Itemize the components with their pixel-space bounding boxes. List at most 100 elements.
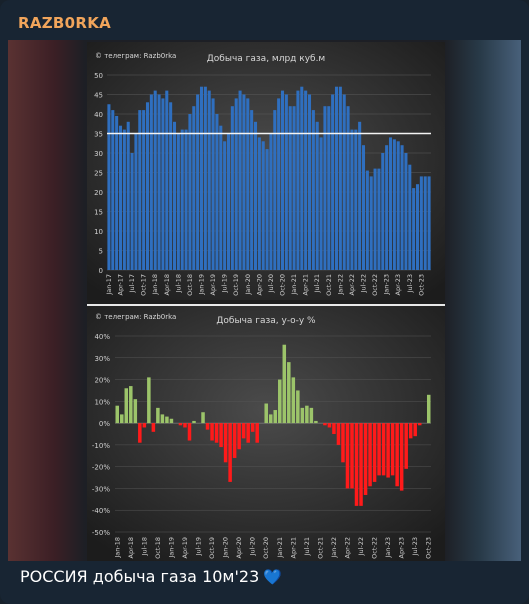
bar bbox=[323, 106, 327, 270]
x-tick-label: Jul-23 bbox=[406, 274, 414, 293]
x-tick-label: Jul-19 bbox=[195, 537, 203, 556]
bar bbox=[311, 110, 315, 270]
x-tick-label: Oct-21 bbox=[316, 537, 324, 559]
bar bbox=[408, 423, 413, 439]
x-tick-label: Jan-19 bbox=[167, 537, 175, 559]
bar bbox=[111, 110, 115, 270]
bar bbox=[359, 423, 363, 506]
bar bbox=[151, 423, 156, 432]
bar bbox=[165, 416, 169, 424]
bar bbox=[147, 377, 151, 424]
chart-gas-production: © телеграм: Razb0rka Добыча газа, млрд к… bbox=[87, 42, 445, 300]
x-tick-label: Apr-18 bbox=[163, 274, 171, 295]
y-tick-label: 50 bbox=[94, 72, 103, 80]
bar bbox=[226, 133, 231, 270]
bar bbox=[201, 412, 205, 424]
bar bbox=[291, 377, 296, 424]
x-tick-label: Oct-23 bbox=[425, 537, 433, 559]
channel-name[interactable]: RAZB0RKA bbox=[18, 14, 112, 32]
bar bbox=[223, 141, 227, 270]
x-tick-label: Apr-22 bbox=[348, 274, 356, 295]
chart-title: Добыча газа, млрд куб.м bbox=[207, 54, 325, 64]
x-tick-label: Oct-21 bbox=[325, 274, 333, 296]
bar bbox=[385, 145, 389, 270]
bar bbox=[427, 176, 431, 270]
y-tick-label: 20 bbox=[94, 189, 103, 197]
x-tick-label: Apr-23 bbox=[398, 537, 406, 558]
y-tick-label: 20% bbox=[94, 377, 110, 385]
x-tick-label: Jul-20 bbox=[249, 537, 257, 556]
x-tick-label: Jan-18 bbox=[151, 274, 159, 296]
bar bbox=[192, 420, 196, 424]
x-tick-label: Jul-22 bbox=[360, 274, 368, 293]
x-tick-label: Apr-23 bbox=[394, 274, 402, 295]
x-tick-label: Jul-19 bbox=[221, 274, 229, 293]
x-tick-label: Oct-17 bbox=[140, 274, 148, 296]
bar bbox=[255, 423, 259, 443]
bar bbox=[327, 423, 332, 428]
y-tick-label: 15 bbox=[94, 209, 103, 217]
x-tick-label: Apr-20 bbox=[235, 537, 243, 558]
bar bbox=[133, 399, 138, 424]
bar bbox=[288, 106, 292, 270]
message-caption: РОССИЯ добыча газа 10м'23 💙 bbox=[20, 567, 282, 586]
bar bbox=[341, 423, 345, 463]
bar bbox=[331, 94, 335, 270]
x-tick-label: Oct-23 bbox=[417, 274, 425, 296]
y-tick-label: 40 bbox=[94, 111, 103, 119]
bar bbox=[176, 133, 180, 270]
chart-title: Добыча газа, у-о-у % bbox=[216, 316, 316, 326]
x-tick-label: Jul-23 bbox=[411, 537, 419, 556]
bar bbox=[210, 423, 214, 441]
bar bbox=[296, 390, 300, 424]
bar bbox=[346, 106, 350, 270]
bar bbox=[149, 94, 153, 270]
charts-panel: © телеграм: Razb0rka Добыча газа, млрд к… bbox=[87, 42, 445, 561]
x-tick-label: Jul-18 bbox=[140, 537, 148, 556]
y-tick-label: 45 bbox=[94, 92, 103, 100]
bar bbox=[118, 125, 123, 270]
y-tick-label: 25 bbox=[94, 170, 103, 178]
bar bbox=[250, 423, 255, 432]
bar bbox=[261, 141, 265, 270]
bar bbox=[280, 90, 285, 270]
bar bbox=[426, 394, 431, 424]
bar bbox=[223, 423, 228, 463]
bar bbox=[395, 423, 399, 487]
chart-watermark: © телеграм: Razb0rka bbox=[95, 52, 176, 60]
bar bbox=[332, 423, 336, 434]
bar bbox=[273, 410, 278, 424]
bar bbox=[373, 168, 377, 270]
chart-watermark: © телеграм: Razb0rka bbox=[95, 313, 176, 321]
bar bbox=[165, 90, 169, 270]
bar bbox=[268, 414, 273, 424]
x-tick-label: Jul-17 bbox=[128, 274, 136, 293]
bar bbox=[400, 145, 404, 270]
bar bbox=[130, 153, 134, 270]
bar bbox=[350, 423, 354, 489]
bar bbox=[369, 176, 373, 270]
bar bbox=[122, 129, 126, 270]
y-tick-label: 5 bbox=[99, 248, 103, 256]
bar bbox=[129, 386, 133, 424]
bar bbox=[354, 423, 359, 506]
bar bbox=[381, 153, 385, 270]
bar bbox=[269, 133, 273, 270]
y-tick-label: 10 bbox=[94, 228, 103, 236]
bar bbox=[323, 423, 327, 426]
y-tick-label: 40% bbox=[94, 333, 110, 341]
y-tick-label: -40% bbox=[92, 507, 110, 515]
bar bbox=[300, 86, 304, 270]
x-tick-label: Jan-18 bbox=[113, 537, 121, 559]
y-tick-label: 30% bbox=[94, 355, 110, 363]
bar bbox=[315, 121, 319, 270]
bar bbox=[250, 110, 254, 270]
bar bbox=[368, 423, 372, 487]
bar bbox=[296, 90, 300, 270]
bar bbox=[396, 141, 400, 270]
bar bbox=[257, 137, 261, 270]
x-tick-label: Jan-22 bbox=[336, 274, 344, 296]
bar bbox=[253, 121, 258, 270]
x-tick-label: Oct-22 bbox=[371, 537, 379, 559]
post-image[interactable]: © телеграм: Razb0rka Добыча газа, млрд к… bbox=[8, 40, 521, 561]
